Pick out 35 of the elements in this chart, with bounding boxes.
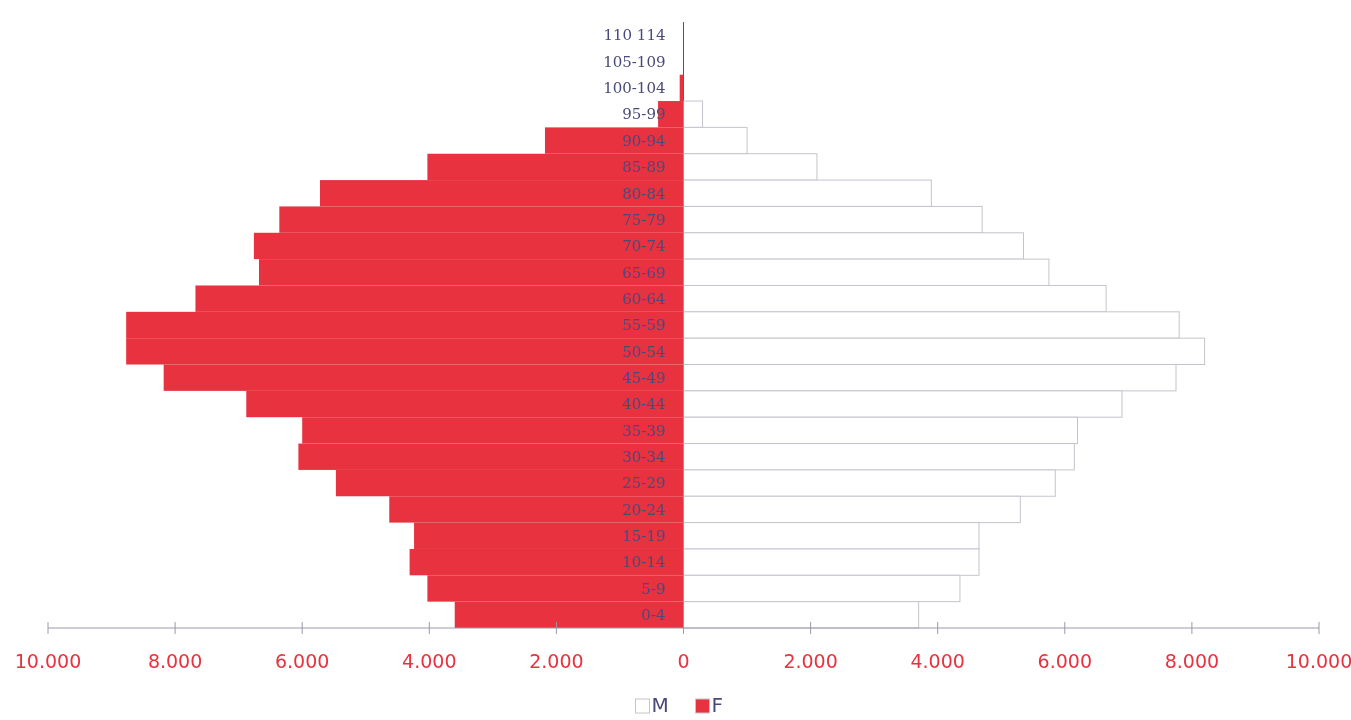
- y-tick-label: 50-54: [622, 342, 666, 361]
- y-tick-label: 20-24: [622, 500, 666, 519]
- y-tick-label: 10-14: [622, 553, 666, 572]
- y-tick-label: 70-74: [622, 237, 666, 256]
- x-tick-label: 10.000: [14, 650, 82, 672]
- y-tick-label: 5-9: [641, 579, 666, 598]
- y-tick-label: 30-34: [622, 447, 666, 466]
- y-tick-label: 100-104: [603, 79, 666, 98]
- y-tick-label: 105-109: [603, 52, 666, 71]
- x-tick-label: 6.000: [275, 650, 330, 672]
- x-tick-label: 2.000: [783, 650, 838, 672]
- y-tick-label: 25-29: [622, 474, 666, 493]
- y-tick-label: 35-39: [622, 421, 666, 440]
- y-tick-label: 15-19: [622, 527, 666, 546]
- y-tick-label: 110 114: [603, 26, 666, 45]
- legend-label: F: [711, 693, 724, 717]
- x-tick-label: 8.000: [147, 650, 203, 672]
- x-tick-label: 6.000: [1037, 650, 1092, 672]
- x-tick-label: 4.000: [910, 650, 965, 672]
- y-tick-label: 75-79: [622, 210, 666, 229]
- x-tick-label: 8.000: [1164, 650, 1220, 672]
- y-tick-label: 40-44: [622, 395, 666, 414]
- y-tick-label: 85-89: [622, 158, 666, 177]
- y-tick-label: 55-59: [622, 316, 666, 335]
- x-tick-label: 4.000: [402, 650, 457, 672]
- y-tick-label: 80-84: [622, 184, 666, 203]
- x-tick-label: 0: [677, 650, 690, 672]
- legend-label: M: [651, 693, 669, 717]
- y-tick-label: 90-94: [622, 131, 666, 150]
- x-tick-label: 10.000: [1285, 650, 1351, 672]
- x-tick-label: 2.000: [529, 650, 584, 672]
- y-tick-label: 65-69: [622, 263, 666, 282]
- y-tick-label: 45-49: [622, 368, 666, 387]
- y-tick-label: 60-64: [622, 289, 666, 308]
- y-tick-label: 0-4: [641, 606, 666, 625]
